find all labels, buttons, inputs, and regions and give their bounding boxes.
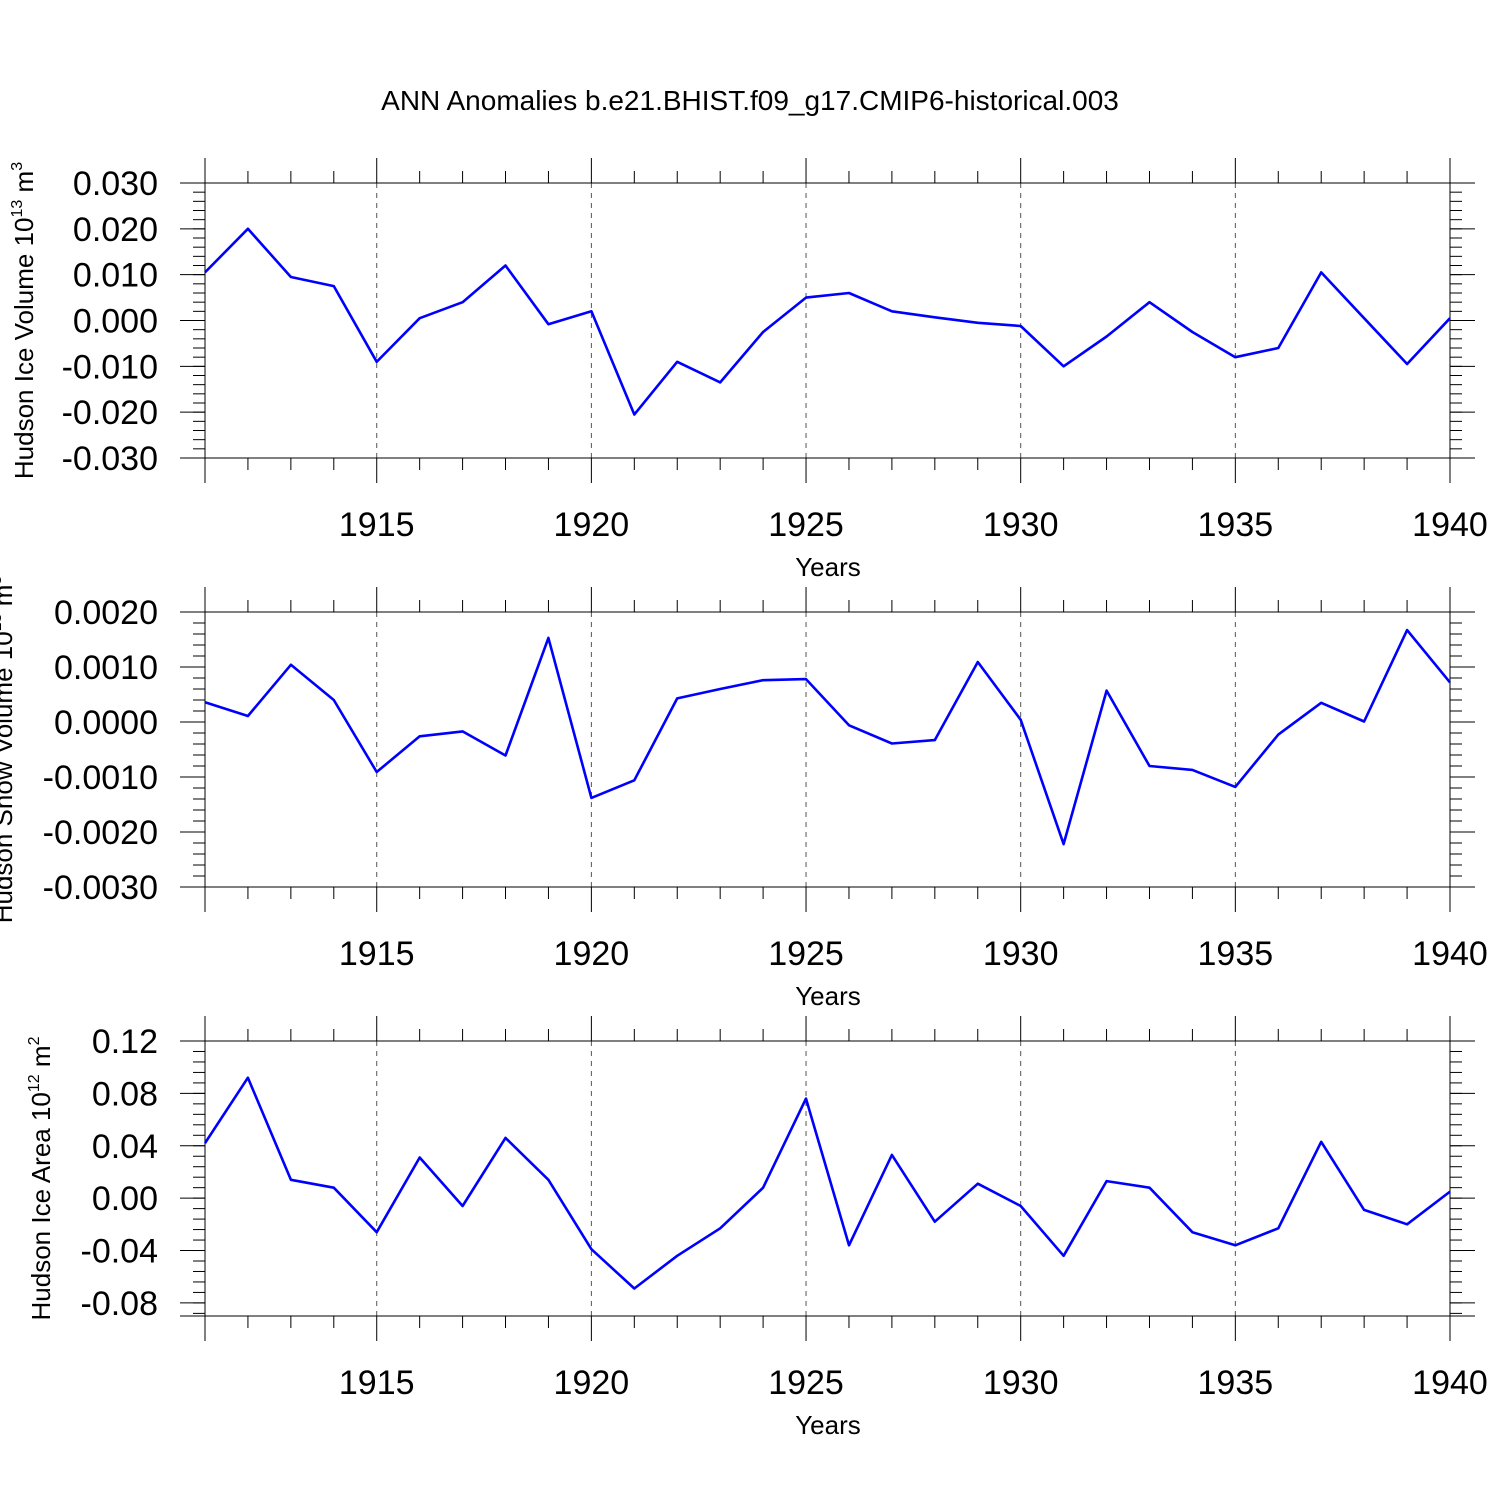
series-line <box>203 1076 1451 1290</box>
y-tick-label: -0.020 <box>62 394 158 432</box>
y-tick-label: 0.020 <box>73 211 158 249</box>
series-line <box>204 628 1452 846</box>
x-tick-label: 1935 <box>1198 935 1274 973</box>
panel-3: 1915 1920 1925 1930 1935 1940 -0.08 -0.04 0.00 0.… <box>26 1016 1488 1440</box>
y-tick-label: 0.08 <box>92 1075 158 1113</box>
y-tick-label: 0.0010 <box>54 649 158 687</box>
y-tick-label: 0.0000 <box>54 704 158 742</box>
x-tick-label: 1920 <box>554 935 630 973</box>
y-tick-label: 0.12 <box>92 1023 158 1061</box>
y-tick-label: -0.010 <box>62 348 158 386</box>
y-axis-label: Hudson Snow Volume 1013 m3 <box>0 576 18 924</box>
y-axis-label-part: Hudson Snow Volume 10 <box>0 631 18 923</box>
x-tick-label: 1940 <box>1412 506 1488 544</box>
y-axis-label-part: m <box>0 585 18 614</box>
x-tick-label: 1925 <box>768 1364 844 1402</box>
x-tick-label: 1930 <box>983 1364 1059 1402</box>
figure-title: ANN Anomalies b.e21.BHIST.f09_g17.CMIP6-… <box>381 85 1119 116</box>
x-axis-label: Years <box>795 552 861 582</box>
x-tick-label: 1915 <box>339 935 415 973</box>
y-tick-label: 0.00 <box>92 1180 158 1218</box>
x-tick-label: 1915 <box>339 506 415 544</box>
panel-2: 1915 1920 1925 1930 1935 1940 -0.0030 -0.0020 -0… <box>0 576 1488 1011</box>
y-axis-label-superscript: 13 <box>0 613 5 631</box>
x-tick-label: 1920 <box>554 506 630 544</box>
y-axis-label-superscript: 12 <box>26 1074 43 1092</box>
x-tick-label: 1940 <box>1412 1364 1488 1402</box>
x-tick-label: 1930 <box>983 935 1059 973</box>
y-axis-label-part: Hudson Ice Volume 10 <box>9 217 39 479</box>
x-tick-label: 1940 <box>1412 935 1488 973</box>
panels: 1915 1920 1925 1930 1935 1940 -0.030 -0.020 -0.0… <box>0 158 1488 1440</box>
y-axis-label-superscript: 2 <box>26 1036 43 1045</box>
y-axis-label: Hudson Ice Volume 1013 m3 <box>9 162 39 479</box>
y-tick-label: -0.08 <box>81 1285 159 1323</box>
x-axis-label: Years <box>795 1410 861 1440</box>
y-tick-label: -0.030 <box>62 440 158 478</box>
y-tick-label: -0.0020 <box>43 814 158 852</box>
x-tick-label: 1935 <box>1198 506 1274 544</box>
y-tick-label: 0.010 <box>73 257 158 295</box>
y-tick-label: 0.000 <box>73 303 158 341</box>
x-tick-label: 1930 <box>983 506 1059 544</box>
x-axis-label: Years <box>795 981 861 1011</box>
y-tick-label: 0.030 <box>73 165 158 203</box>
x-tick-label: 1915 <box>339 1364 415 1402</box>
y-axis-label-part: m <box>9 171 39 200</box>
x-tick-label: 1925 <box>768 935 844 973</box>
series-line <box>204 227 1451 416</box>
x-tick-label: 1925 <box>768 506 844 544</box>
y-axis-label-superscript: 3 <box>0 576 5 585</box>
x-tick-label: 1935 <box>1198 1364 1274 1402</box>
x-tick-label: 1920 <box>554 1364 630 1402</box>
y-axis-label-part: m <box>26 1045 56 1074</box>
y-tick-label: -0.04 <box>81 1233 159 1271</box>
y-tick-label: 0.0020 <box>54 594 158 632</box>
y-axis-label-superscript: 3 <box>9 162 26 171</box>
y-axis-label-superscript: 13 <box>9 200 26 218</box>
panel-1: 1915 1920 1925 1930 1935 1940 -0.030 -0.020 -0.0… <box>9 158 1488 582</box>
y-tick-label: -0.0030 <box>43 869 158 907</box>
y-tick-label: -0.0010 <box>43 759 158 797</box>
y-axis-label-part: Hudson Ice Area 10 <box>26 1092 56 1320</box>
y-tick-label: 0.04 <box>92 1128 158 1166</box>
y-axis-label: Hudson Ice Area 1012 m2 <box>26 1036 56 1320</box>
